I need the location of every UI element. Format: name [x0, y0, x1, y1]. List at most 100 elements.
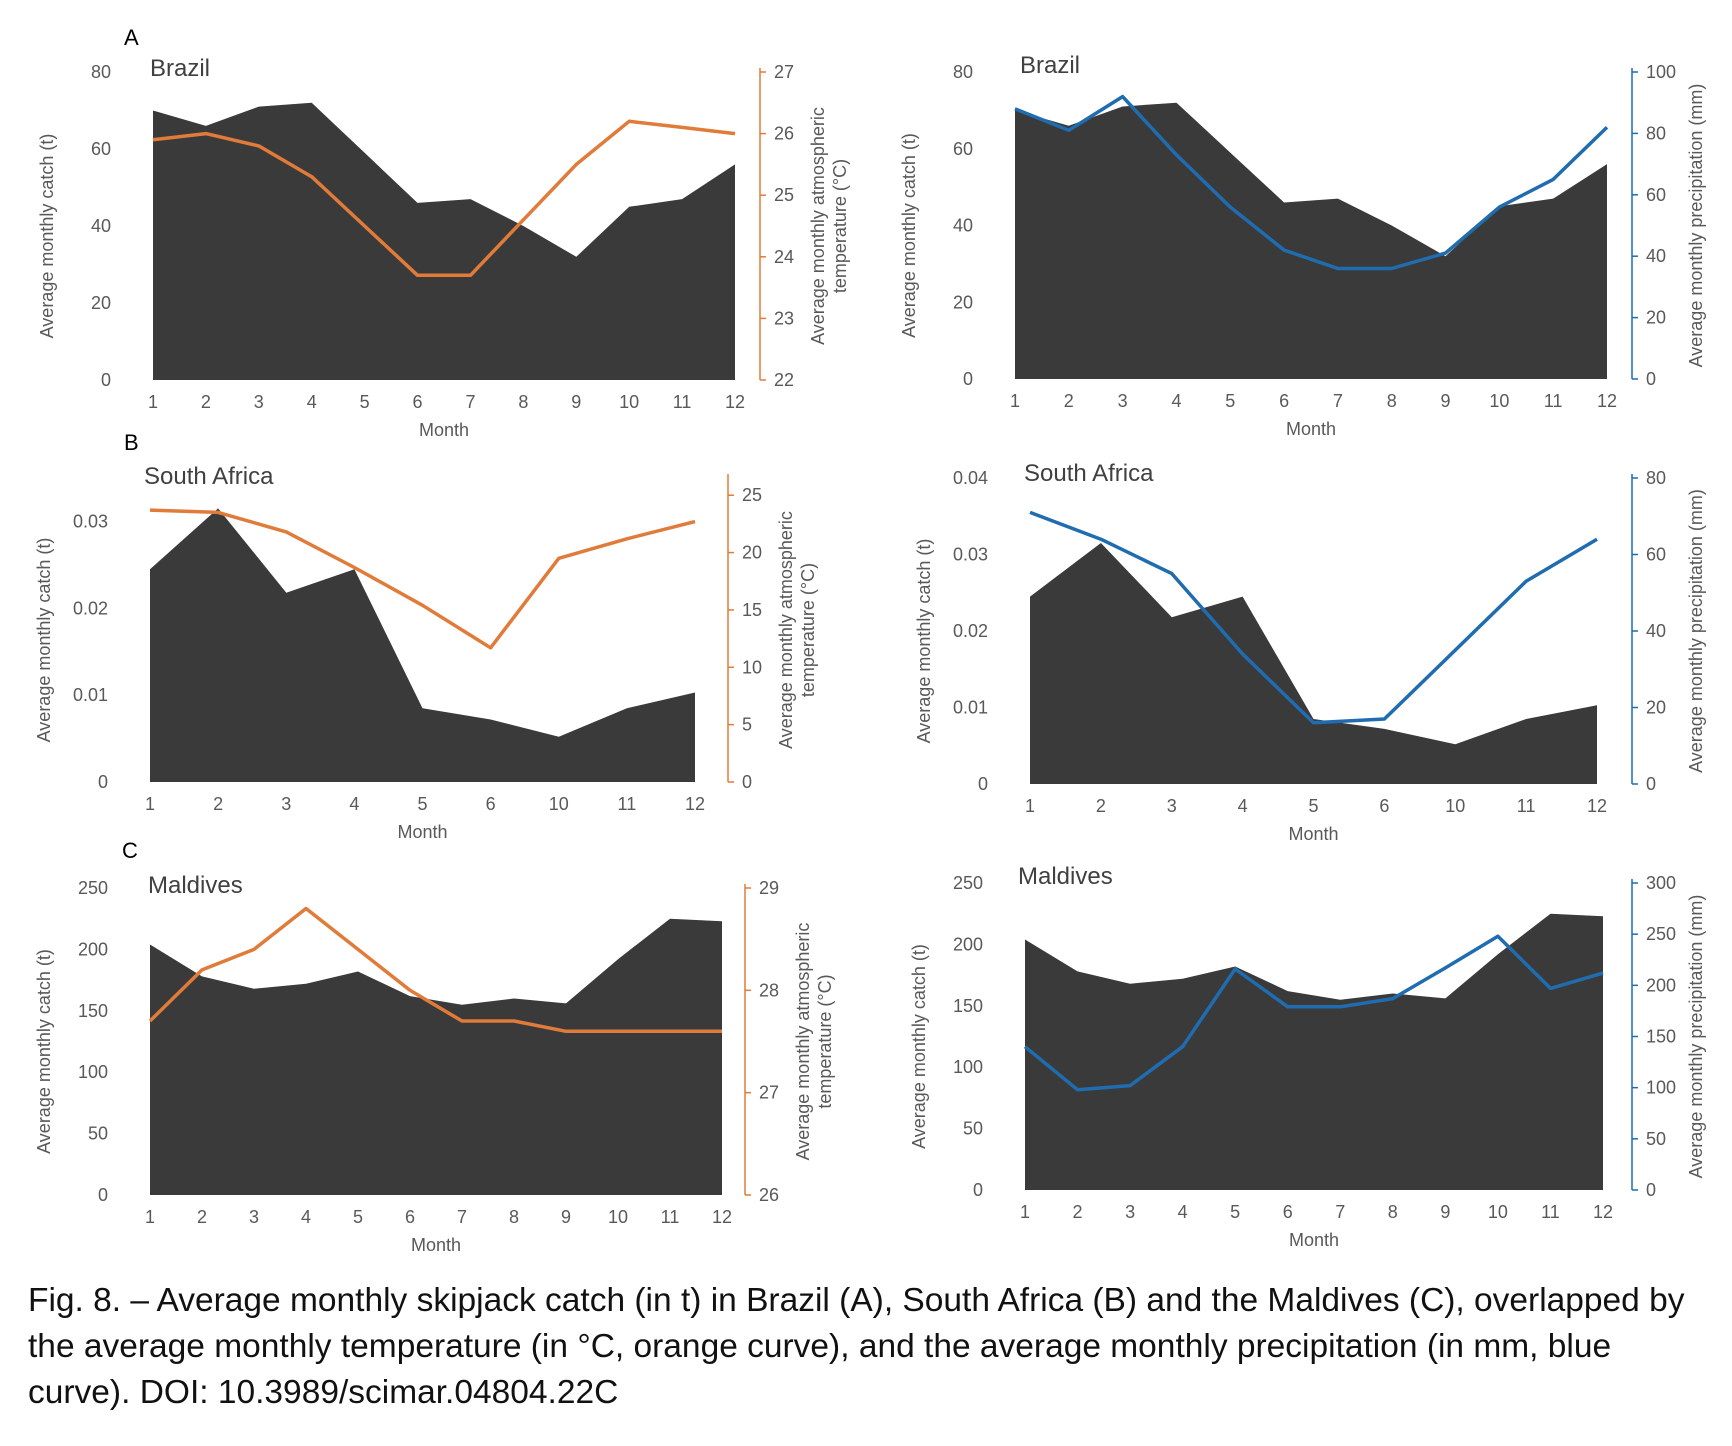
y2-tick-label: 20: [742, 543, 762, 563]
x-axis-title: Month: [1286, 419, 1336, 439]
catch-area: [1030, 543, 1597, 784]
y-tick-label: 0: [101, 370, 111, 390]
y2-tick-label: 250: [1646, 924, 1676, 944]
y-tick-label: 250: [953, 873, 983, 893]
x-tick-label: 5: [1225, 391, 1235, 411]
country-title: South Africa: [1024, 460, 1154, 487]
x-tick-label: 1: [148, 392, 158, 412]
x-tick-label: 5: [360, 392, 370, 412]
country-title: Maldives: [1018, 863, 1113, 890]
x-tick-label: 9: [1441, 391, 1451, 411]
y-axis-title: Average monthly catch (t): [914, 539, 934, 744]
y-axis-title: Average monthly catch (t): [899, 133, 919, 338]
y2-tick-label: 0: [1646, 1180, 1656, 1200]
y2-tick-label: 27: [774, 62, 794, 82]
y2-tick-label: 20: [1646, 698, 1666, 718]
country-title: Maldives: [148, 872, 243, 899]
x-tick-label: 6: [1379, 796, 1389, 816]
x-tick-label: 12: [1587, 796, 1607, 816]
x-tick-label: 12: [685, 794, 705, 814]
y2-tick-label: 20: [1646, 308, 1666, 328]
y-tick-label: 0.03: [953, 545, 988, 565]
y2-tick-label: 27: [759, 1083, 779, 1103]
y2-axis-title: Average monthly atmospheric: [808, 107, 828, 345]
x-tick-label: 6: [1279, 391, 1289, 411]
temperature-line: [152, 119, 736, 278]
catch-area: [1025, 913, 1603, 1190]
y-tick-label: 0.02: [73, 598, 108, 618]
y-tick-label: 40: [953, 216, 973, 236]
x-axis-title: Month: [419, 420, 469, 440]
x-tick-label: 4: [1171, 391, 1181, 411]
y-tick-label: 100: [78, 1062, 108, 1082]
x-tick-label: 1: [1020, 1202, 1030, 1222]
catch-area: [1015, 102, 1607, 379]
catch-area: [150, 918, 722, 1195]
panel-letter-a: A: [124, 25, 139, 50]
x-tick-label: 11: [673, 392, 692, 412]
x-axis-title: Month: [1289, 1230, 1339, 1250]
x-tick-label: 6: [486, 794, 496, 814]
y-tick-label: 0.02: [953, 621, 988, 641]
x-tick-label: 3: [1118, 391, 1128, 411]
y-tick-label: 60: [91, 139, 111, 159]
y-tick-label: 0: [978, 774, 988, 794]
x-tick-label: 1: [1025, 796, 1035, 816]
x-tick-label: 9: [1440, 1202, 1450, 1222]
x-tick-label: 10: [608, 1207, 628, 1227]
x-tick-label: 4: [1238, 796, 1248, 816]
x-axis-title: Month: [1288, 824, 1338, 844]
y-tick-label: 60: [953, 139, 973, 159]
x-tick-label: 11: [1541, 1202, 1560, 1222]
y-tick-label: 80: [953, 62, 973, 82]
x-axis-title: Month: [411, 1235, 461, 1255]
y-tick-label: 0: [98, 772, 108, 792]
x-tick-label: 7: [465, 392, 475, 412]
x-tick-label: 2: [1073, 1202, 1083, 1222]
country-title: Brazil: [150, 55, 210, 82]
y-tick-label: 100: [953, 1057, 983, 1077]
x-tick-label: 2: [213, 794, 223, 814]
x-tick-label: 10: [549, 794, 569, 814]
x-tick-label: 6: [405, 1207, 415, 1227]
y2-axis-title: temperature (°C): [830, 159, 850, 293]
y-tick-label: 200: [78, 939, 108, 959]
x-tick-label: 2: [1096, 796, 1106, 816]
x-tick-label: 10: [1489, 391, 1509, 411]
country-title: South Africa: [144, 463, 274, 490]
y2-tick-label: 200: [1646, 975, 1676, 995]
catch-area: [150, 508, 695, 782]
x-tick-label: 3: [281, 794, 291, 814]
x-tick-label: 12: [1593, 1202, 1613, 1222]
y2-axis-title: Average monthly atmospheric: [793, 923, 813, 1161]
x-tick-label: 11: [618, 794, 637, 814]
x-tick-label: 1: [145, 1207, 155, 1227]
x-tick-label: 9: [561, 1207, 571, 1227]
y2-tick-label: 29: [759, 878, 779, 898]
x-tick-label: 4: [301, 1207, 311, 1227]
figure-caption: Fig. 8. – Average monthly skipjack catch…: [28, 1282, 1685, 1411]
y-tick-label: 40: [91, 216, 111, 236]
y2-tick-label: 26: [759, 1185, 779, 1205]
y2-tick-label: 150: [1646, 1027, 1676, 1047]
y-tick-label: 0: [963, 369, 973, 389]
x-tick-label: 3: [249, 1207, 259, 1227]
y2-tick-label: 0: [742, 772, 752, 792]
x-tick-label: 12: [1597, 391, 1617, 411]
y2-tick-label: 0: [1646, 369, 1656, 389]
x-tick-label: 4: [307, 392, 317, 412]
y-axis-title: Average monthly catch (t): [909, 944, 929, 1149]
catch-area: [153, 102, 735, 381]
y-tick-label: 0.01: [953, 698, 988, 718]
y-tick-label: 80: [91, 62, 111, 82]
x-tick-label: 4: [1178, 1202, 1188, 1222]
y2-tick-label: 0: [1646, 774, 1656, 794]
y2-tick-label: 300: [1646, 873, 1676, 893]
y2-tick-label: 25: [774, 185, 794, 205]
x-tick-label: 11: [1544, 391, 1563, 411]
y-tick-label: 150: [78, 1001, 108, 1021]
y2-tick-label: 50: [1646, 1129, 1666, 1149]
